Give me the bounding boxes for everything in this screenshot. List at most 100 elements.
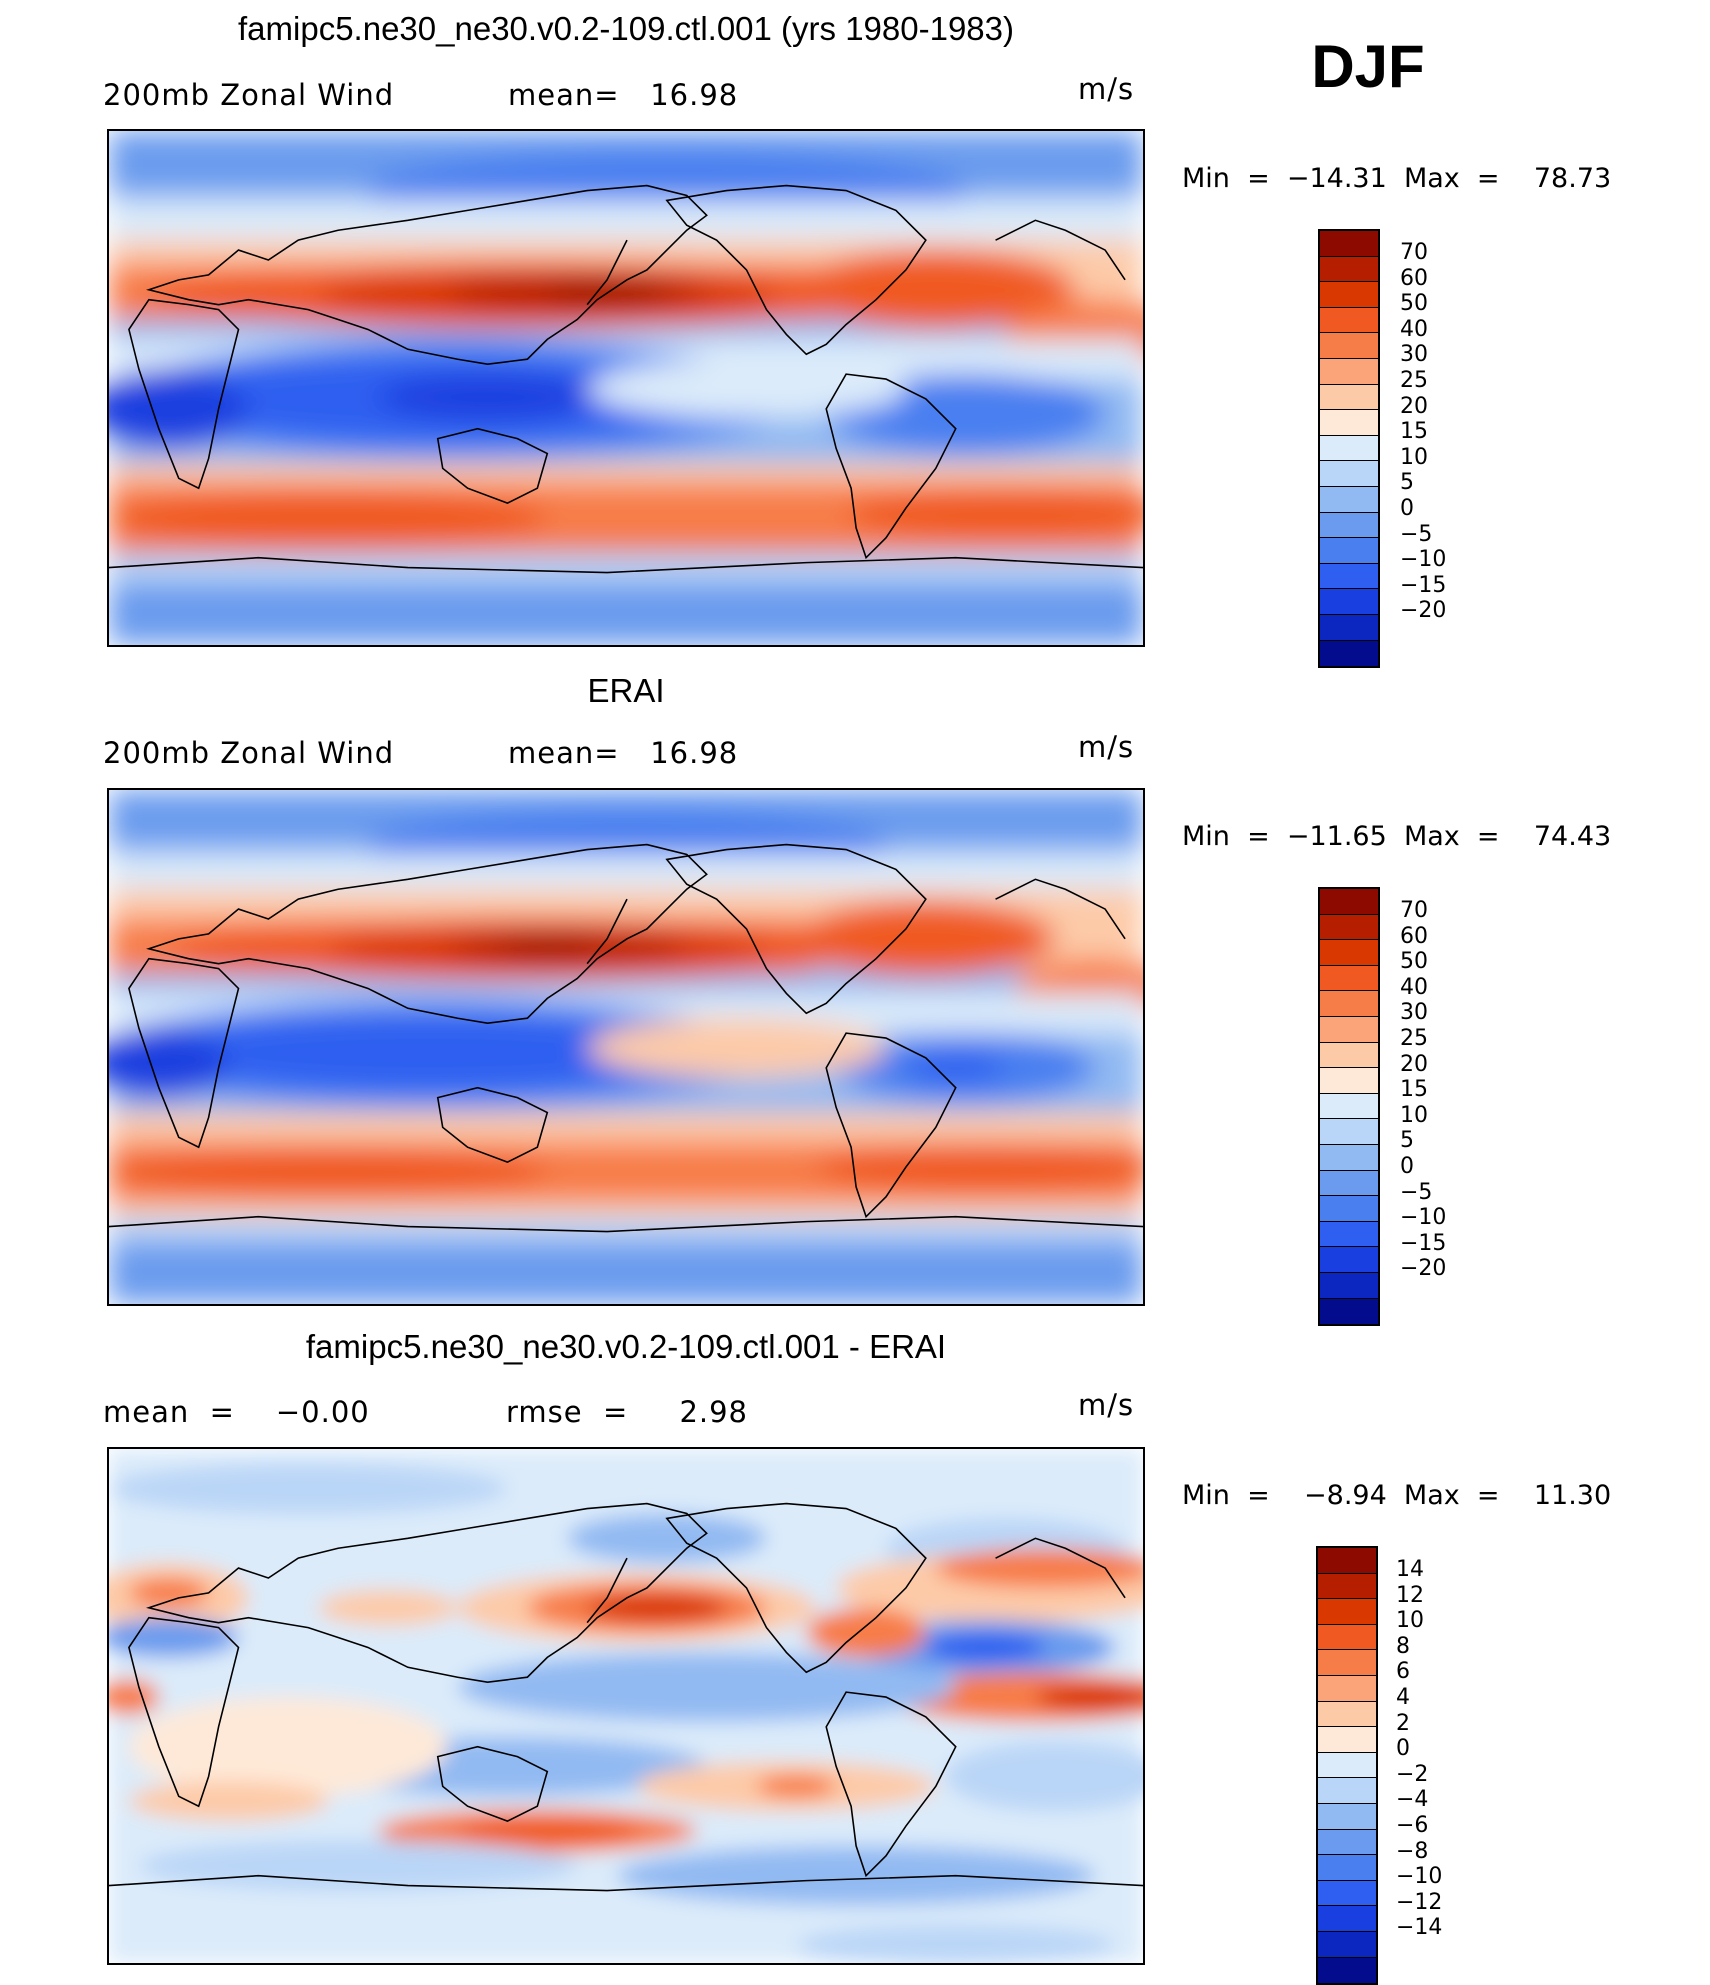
colorbar-level-label: −5	[1400, 521, 1433, 547]
colorbar-level-label: 2	[1396, 1710, 1410, 1736]
model-units-label: m/s	[1078, 72, 1135, 106]
colorbar-cell	[1318, 1880, 1376, 1907]
colorbar-cell	[1318, 1752, 1376, 1779]
colorbar-level-label: −4	[1396, 1787, 1429, 1813]
colorbar-cell	[1320, 1119, 1378, 1145]
colorbar-level-label: −15	[1400, 572, 1447, 598]
obs-mean-label: mean= 16.98	[508, 736, 739, 770]
colorbar-cell	[1318, 1957, 1376, 1984]
colorbar-cell	[1320, 384, 1378, 411]
diff-rmse-label: rmse = 2.98	[506, 1395, 749, 1429]
colorbar-level-label: −8	[1396, 1838, 1429, 1864]
colorbar-cell	[1320, 940, 1378, 966]
colorbar-level-label: 60	[1400, 265, 1428, 291]
colorbar-cell	[1320, 889, 1378, 915]
colorbar-level-label: −10	[1396, 1864, 1443, 1890]
diff-units-label: m/s	[1078, 1388, 1135, 1422]
colorbar-cell	[1320, 965, 1378, 992]
model-mean-label: mean= 16.98	[508, 78, 739, 112]
colorbar-level-label: 4	[1396, 1685, 1410, 1710]
colorbar-cell	[1318, 1803, 1376, 1830]
colorbar-level-label: −10	[1400, 547, 1447, 573]
colorbar-level-label: 5	[1400, 1128, 1414, 1154]
colorbar-cell	[1318, 1599, 1376, 1625]
season-label: DJF	[1311, 33, 1425, 100]
colorbar-level-label: 70	[1400, 240, 1428, 265]
colorbar-level-label: 0	[1396, 1736, 1410, 1762]
colorbar-cell	[1320, 640, 1378, 667]
diff-title: famipc5.ne30_ne30.v0.2-109.ctl.001 - ERA…	[305, 1328, 947, 1365]
colorbar-level-label: 20	[1400, 1051, 1428, 1077]
colorbar-cell	[1320, 538, 1378, 564]
colorbar-cell	[1320, 1221, 1378, 1248]
colorbar-level-label: 25	[1400, 368, 1428, 393]
colorbar-cell	[1318, 1931, 1376, 1958]
colorbar-level-label: 0	[1400, 1154, 1414, 1179]
colorbar-cell	[1318, 1906, 1376, 1932]
colorbar-level-label: 70	[1400, 898, 1428, 923]
colorbar-cell	[1320, 1016, 1378, 1043]
colorbar-level-label: 8	[1396, 1633, 1410, 1659]
colorbar-level-label: 5	[1400, 470, 1414, 496]
colorbar-cell	[1318, 1548, 1376, 1574]
colorbar-cell	[1320, 1093, 1378, 1120]
colorbar-level-label: 25	[1400, 1026, 1428, 1051]
colorbar-cell	[1320, 1298, 1378, 1325]
model-title: famipc5.ne30_ne30.v0.2-109.ctl.001 (yrs …	[238, 10, 1014, 47]
colorbar-level-label: 40	[1400, 316, 1428, 342]
colorbar-cell	[1320, 461, 1378, 487]
colorbar-level-label: −6	[1396, 1813, 1429, 1838]
colorbar-cell	[1320, 1196, 1378, 1222]
colorbar-level-label: 0	[1400, 496, 1414, 521]
colorbar-cell	[1320, 435, 1378, 462]
obs-units-label: m/s	[1078, 730, 1135, 764]
colorbar-level-label: 15	[1400, 1077, 1428, 1103]
colorbar-level-label: 6	[1396, 1659, 1410, 1685]
colorbar-level-label: 15	[1400, 419, 1428, 445]
colorbar-level-label: −2	[1396, 1761, 1429, 1787]
colorbar-level-label: 40	[1400, 974, 1428, 1000]
model-contour-map	[109, 131, 1143, 645]
colorbar-cell	[1320, 914, 1378, 941]
model-field-label: 200mb Zonal Wind	[103, 78, 395, 112]
colorbar-level-label: −20	[1400, 1256, 1447, 1282]
colorbar-cell	[1320, 991, 1378, 1017]
colorbar-level-label: −5	[1400, 1179, 1433, 1205]
colorbar-level-label: 60	[1400, 923, 1428, 949]
colorbar-cell	[1320, 589, 1378, 615]
colorbar-cell	[1318, 1829, 1376, 1856]
colorbar-cell	[1318, 1727, 1376, 1753]
colorbar-cell	[1320, 333, 1378, 359]
colorbar-cell	[1320, 1272, 1378, 1299]
diff-map	[107, 1447, 1145, 1965]
colorbar-cell	[1318, 1778, 1376, 1804]
diff-mean-label: mean = −0.00	[103, 1395, 370, 1429]
colorbar-level-label: 30	[1400, 342, 1428, 368]
colorbar-level-label: −12	[1396, 1889, 1443, 1915]
colorbar-level-label: 12	[1396, 1582, 1424, 1608]
colorbar-cell	[1320, 256, 1378, 283]
colorbar-level-label: −10	[1400, 1205, 1447, 1231]
colorbar-cell	[1318, 1855, 1376, 1881]
colorbar-cell	[1318, 1573, 1376, 1600]
obs-field-label: 200mb Zonal Wind	[103, 736, 395, 770]
colorbar-level-label: −15	[1400, 1230, 1447, 1256]
colorbar-level-label: −20	[1400, 598, 1447, 624]
colorbar-cell	[1318, 1701, 1376, 1728]
model-coastlines	[109, 184, 1143, 574]
colorbar-level-label: 50	[1400, 291, 1428, 317]
colorbar-cell	[1320, 1042, 1378, 1069]
colorbar-cell	[1318, 1675, 1376, 1702]
obs-title: ERAI	[587, 672, 665, 709]
colorbar-cell	[1320, 282, 1378, 308]
colorbar-level-label: 30	[1400, 1000, 1428, 1026]
obs-minmax: Min = −11.65 Max = 74.43	[1182, 821, 1612, 852]
colorbar-level-label: 14	[1396, 1557, 1424, 1582]
colorbar-cell	[1320, 1170, 1378, 1197]
diff-minmax: Min = −8.94 Max = 11.30	[1182, 1480, 1612, 1511]
colorbar-cell	[1320, 1247, 1378, 1273]
obs-contour-map	[109, 790, 1143, 1304]
obs-map	[107, 788, 1145, 1306]
colorbar-cell	[1320, 410, 1378, 436]
colorbar-level-label: 10	[1400, 1102, 1428, 1128]
